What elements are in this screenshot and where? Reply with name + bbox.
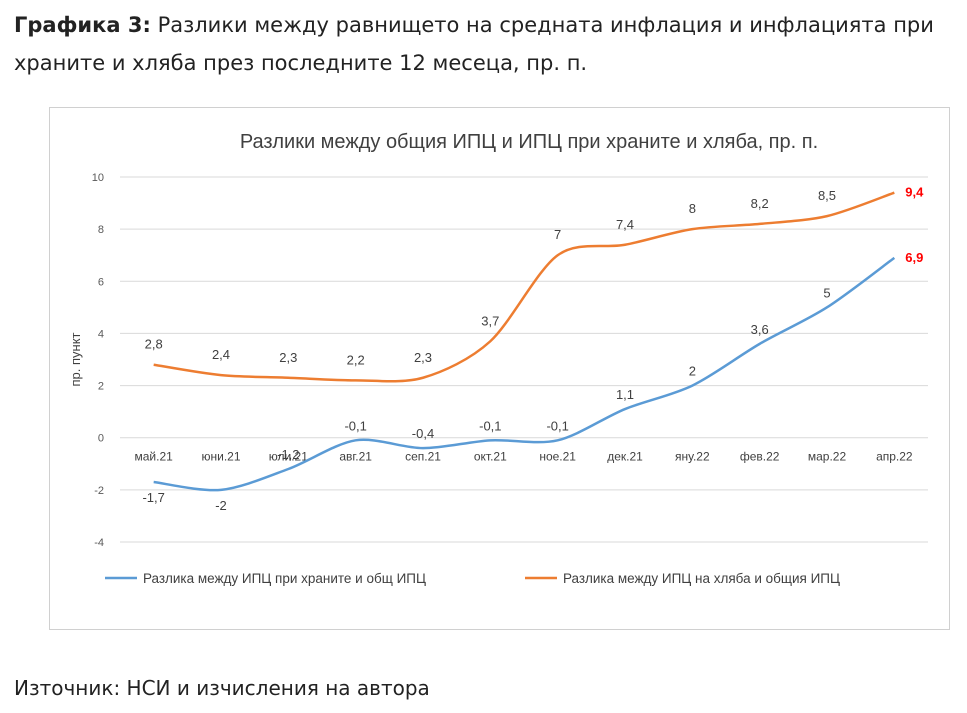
data-label: 7,4 xyxy=(616,217,634,232)
data-label: 8,2 xyxy=(751,196,769,211)
series-line-food xyxy=(153,256,896,492)
x-tick-label: яну.22 xyxy=(675,450,710,464)
data-label: -0,4 xyxy=(412,426,434,441)
x-tick-label: юли.21 xyxy=(269,450,308,464)
data-label: 3,6 xyxy=(751,322,769,337)
legend-item-food-label: Разлика между ИПЦ при храните и общ ИПЦ xyxy=(143,571,426,586)
x-tick-label: мар.22 xyxy=(808,450,847,464)
data-label: 6,9 xyxy=(905,250,923,265)
figure-caption-text: Разлики между равнището на средната инфл… xyxy=(14,13,934,75)
data-label: 2,2 xyxy=(347,352,365,367)
data-label: -1,7 xyxy=(142,490,164,505)
y-axis-label: пр. пункт xyxy=(68,332,83,386)
data-label: 1,1 xyxy=(616,387,634,402)
series-line-bread xyxy=(153,191,895,383)
data-label: -0,1 xyxy=(546,418,568,433)
data-label: -0,1 xyxy=(479,418,501,433)
data-label: -0,1 xyxy=(344,418,366,433)
data-label: 7 xyxy=(554,227,561,242)
data-label: 2,3 xyxy=(414,350,432,365)
y-tick-label: 6 xyxy=(98,276,104,288)
data-label: 8 xyxy=(689,201,696,216)
y-tick-label: 10 xyxy=(92,172,104,184)
data-label: -2 xyxy=(215,498,227,513)
data-label: 2 xyxy=(689,364,696,379)
y-tick-label: 0 xyxy=(98,433,104,445)
x-tick-label: окт.21 xyxy=(474,450,507,464)
y-tick-label: -2 xyxy=(94,485,104,497)
x-tick-label: апр.22 xyxy=(876,450,913,464)
data-label: 2,8 xyxy=(145,337,163,352)
x-tick-label: фев.22 xyxy=(740,450,780,464)
data-label: 5 xyxy=(823,285,830,300)
x-tick-label: юни.21 xyxy=(201,450,240,464)
x-tick-label: ное.21 xyxy=(539,450,576,464)
line-chart: Разлики между общия ИПЦ и ИПЦ при хранит… xyxy=(68,131,928,586)
data-label: -1,2 xyxy=(277,447,299,462)
y-tick-label: 8 xyxy=(98,224,104,236)
chart-title: Разлики между общия ИПЦ и ИПЦ при хранит… xyxy=(240,131,818,153)
x-tick-label: сеп.21 xyxy=(405,450,441,464)
x-tick-label: май.21 xyxy=(135,450,174,464)
x-tick-label: дек.21 xyxy=(607,450,643,464)
data-label: 3,7 xyxy=(481,313,499,328)
figure-caption-label: Графика 3: xyxy=(14,13,151,37)
figure-caption: Графика 3: Разлики между равнището на ср… xyxy=(14,6,954,82)
data-label: 2,3 xyxy=(279,350,297,365)
legend-item-bread-label: Разлика между ИПЦ на хляба и общия ИПЦ xyxy=(563,571,840,586)
y-tick-label: 2 xyxy=(98,381,104,393)
source-note: Източник: НСИ и изчисления на автора xyxy=(14,676,430,700)
y-tick-label: 4 xyxy=(98,328,104,340)
data-label: 2,4 xyxy=(212,347,230,362)
x-tick-label: авг.21 xyxy=(339,450,372,464)
y-tick-label: -4 xyxy=(94,537,104,549)
data-label: 8,5 xyxy=(818,188,836,203)
data-label: 9,4 xyxy=(905,185,924,200)
chart-frame: Разлики между общия ИПЦ и ИПЦ при хранит… xyxy=(49,107,950,630)
